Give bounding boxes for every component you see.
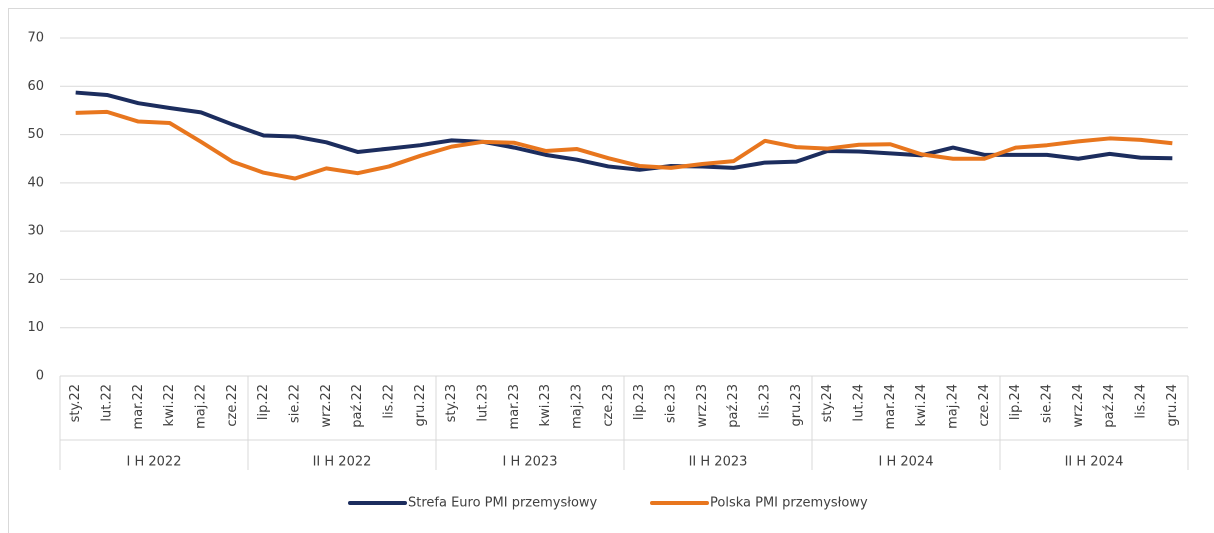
x-tick-label: cze.22 (225, 384, 240, 427)
x-tick-label: paź.23 (726, 384, 741, 428)
x-tick-label: mar.24 (883, 384, 898, 429)
group-label: I H 2023 (503, 455, 558, 470)
x-tick-label: lut.22 (100, 384, 115, 422)
x-tick-label: lip.24 (1008, 384, 1023, 420)
x-tick-label: sty.22 (68, 384, 83, 422)
y-tick-label: 0 (36, 369, 44, 384)
group-label: II H 2022 (313, 455, 372, 470)
x-tick-label: wrz.24 (1071, 384, 1086, 427)
x-tick-label: maj.22 (194, 384, 209, 429)
x-tick-label: maj.23 (570, 384, 585, 429)
x-tick-label: kwi.23 (538, 384, 553, 426)
x-tick-label: wrz.23 (695, 384, 710, 427)
y-tick-label: 60 (27, 79, 44, 94)
x-tick-label: paź.24 (1102, 384, 1117, 428)
chart-border (8, 8, 1214, 533)
x-tick-label: sie.23 (664, 384, 679, 423)
x-tick-label: lut.24 (852, 384, 867, 422)
y-tick-label: 40 (27, 175, 44, 190)
x-tick-label: gru.23 (789, 384, 804, 427)
x-tick-label: mar.23 (507, 384, 522, 429)
x-tick-label: kwi.24 (914, 384, 929, 426)
legend-label: Polska PMI przemysłowy (710, 496, 868, 511)
x-tick-label: cze.24 (977, 384, 992, 427)
y-tick-label: 20 (27, 272, 44, 287)
y-tick-label: 10 (27, 320, 44, 335)
x-tick-label: paź.22 (350, 384, 365, 428)
series-line (75, 90, 1173, 172)
series-line (75, 109, 1173, 181)
x-tick-label: sie.24 (1040, 384, 1055, 423)
x-tick-label: wrz.22 (319, 384, 334, 427)
x-tick-label: sty.23 (444, 384, 459, 422)
x-tick-label: lis.24 (1134, 384, 1149, 419)
group-label: II H 2023 (689, 455, 748, 470)
y-tick-label: 30 (27, 224, 44, 239)
x-tick-label: sie.22 (288, 384, 303, 423)
x-tick-label: lis.23 (758, 384, 773, 419)
legend-label: Strefa Euro PMI przemysłowy (408, 496, 598, 511)
x-tick-label: cze.23 (601, 384, 616, 427)
x-tick-label: gru.24 (1165, 384, 1180, 427)
x-tick-label: sty.24 (820, 384, 835, 422)
x-tick-label: lis.22 (382, 384, 397, 419)
x-tick-label: kwi.22 (162, 384, 177, 426)
x-tick-label: lip.22 (256, 384, 271, 420)
y-tick-label: 70 (27, 31, 44, 46)
x-tick-label: gru.22 (413, 384, 428, 427)
group-label: I H 2024 (879, 455, 934, 470)
x-tick-label: lip.23 (632, 384, 647, 420)
x-tick-label: lut.23 (476, 384, 491, 422)
y-tick-label: 50 (27, 127, 44, 142)
x-tick-label: mar.22 (131, 384, 146, 429)
group-label: II H 2024 (1065, 455, 1124, 470)
group-label: I H 2022 (127, 455, 182, 470)
x-tick-label: maj.24 (946, 384, 961, 429)
